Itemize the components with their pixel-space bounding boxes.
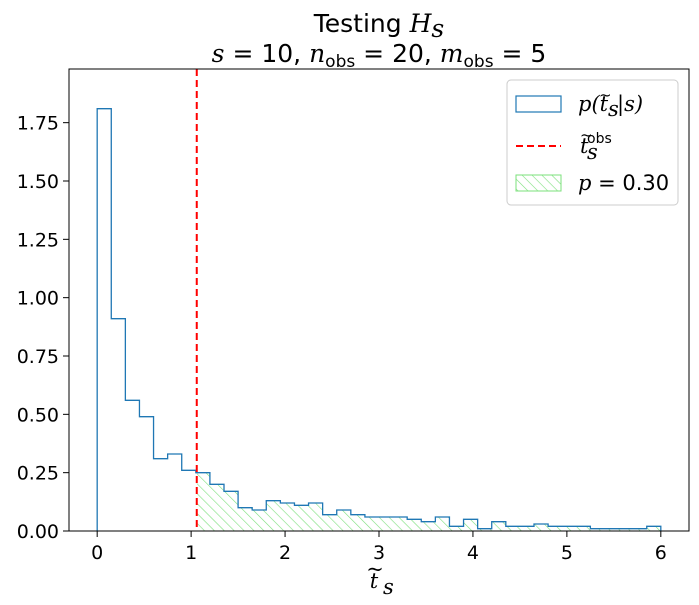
x-tick-label: 3 xyxy=(373,542,385,564)
chart-title: Testing Hs s = 10, nobs = 20, mobs = 5 xyxy=(212,9,547,72)
svg-text:p(t: p(t xyxy=(578,92,609,116)
x-tick-label: 6 xyxy=(655,542,667,564)
histogram-bin xyxy=(154,459,168,531)
legend-swatch-histogram xyxy=(515,95,562,113)
y-tick-label: 1.75 xyxy=(17,113,59,135)
y-tick-label: 0.25 xyxy=(17,463,59,485)
p-value-region xyxy=(196,472,661,531)
y-axis: 0.00 0.25 0.50 0.75 1.00 1.25 1.50 1.75 xyxy=(17,113,69,543)
y-tick-label: 0.75 xyxy=(17,346,59,368)
x-tick-label: 1 xyxy=(185,542,197,564)
x-tick-label: 0 xyxy=(91,542,103,564)
y-tick-label: 1.50 xyxy=(17,171,59,193)
legend-box xyxy=(506,79,679,206)
legend: p(t ~ s |s) t ~ s obs p = 0.30 xyxy=(506,79,679,206)
svg-text:s: s xyxy=(383,575,394,599)
chart-title-line2: s = 10, nobs = 20, mobs = 5 xyxy=(212,39,547,72)
histogram-bin xyxy=(168,454,182,531)
svg-text:t: t xyxy=(370,569,379,593)
histogram-bin xyxy=(111,319,125,531)
legend-label-histogram: p(t ~ s |s) xyxy=(578,86,643,121)
x-axis-label: t ~ s xyxy=(366,557,394,599)
svg-text:obs: obs xyxy=(587,131,612,147)
histogram-bin xyxy=(97,109,111,531)
svg-text:~: ~ xyxy=(580,126,593,144)
legend-swatch-p-region xyxy=(515,174,562,192)
y-tick-label: 0.00 xyxy=(17,521,59,543)
histogram-outline xyxy=(96,108,662,531)
x-tick-label: 5 xyxy=(561,542,573,564)
svg-text:|s): |s) xyxy=(617,92,643,117)
legend-label-observed: t ~ s obs xyxy=(580,126,612,164)
svg-text:~: ~ xyxy=(599,86,612,104)
x-axis: 0 1 2 3 4 5 6 xyxy=(91,531,667,564)
histogram-bin xyxy=(139,417,153,531)
y-tick-label: 0.50 xyxy=(17,404,59,426)
svg-text:s: s xyxy=(608,97,619,121)
histogram-bin xyxy=(182,470,196,531)
legend-label-p-region: p = 0.30 xyxy=(578,171,669,195)
svg-text:t: t xyxy=(580,134,589,158)
x-tick-label: 2 xyxy=(279,542,291,564)
histogram-series xyxy=(96,108,662,531)
x-tick-label: 4 xyxy=(467,542,479,564)
y-tick-label: 1.25 xyxy=(17,229,59,251)
svg-text:s: s xyxy=(587,140,598,164)
p-value-hatched-area xyxy=(196,472,661,531)
chart-title-line1: Testing Hs xyxy=(313,9,445,43)
svg-text:~: ~ xyxy=(366,557,384,581)
histogram-bin xyxy=(125,400,139,531)
y-tick-label: 1.00 xyxy=(17,288,59,310)
